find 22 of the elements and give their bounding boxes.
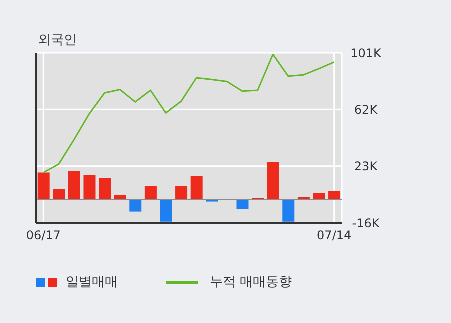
bar [267, 162, 280, 200]
y-tick-label: 23K [354, 160, 379, 174]
legend-label: 일별매매 [66, 274, 118, 291]
bar [190, 176, 203, 200]
line-series [42, 54, 336, 174]
bar [68, 170, 80, 200]
y-tick-label: -16K [352, 216, 381, 230]
bar [282, 200, 295, 222]
x-tick-label: 07/14 [317, 228, 352, 243]
bar [176, 186, 188, 200]
y-tick-label: 101K [350, 46, 383, 60]
bar [38, 172, 50, 200]
legend-label: 누적 매매동향 [210, 274, 292, 291]
bar [160, 200, 172, 222]
bar [99, 178, 112, 200]
x-tick-label: 06/17 [26, 228, 61, 243]
bar [84, 175, 96, 200]
bar [130, 200, 142, 212]
bar [144, 186, 157, 200]
chart-title: 외국인 [38, 32, 77, 49]
bar [53, 189, 66, 200]
y-tick-label: 62K [354, 102, 379, 117]
